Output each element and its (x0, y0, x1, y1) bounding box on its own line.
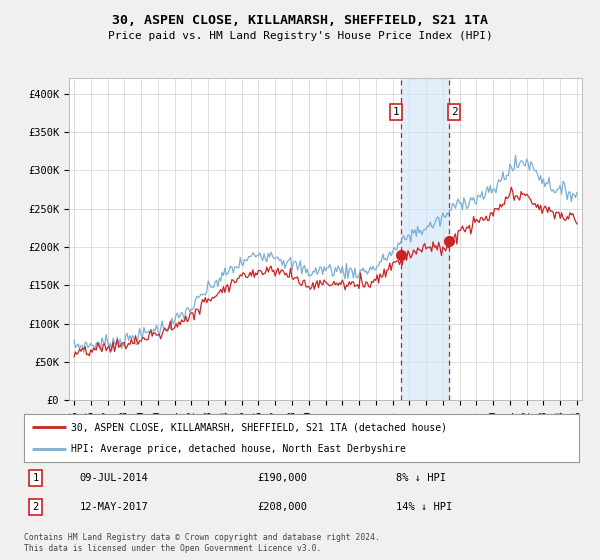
Text: Contains HM Land Registry data © Crown copyright and database right 2024.
This d: Contains HM Land Registry data © Crown c… (24, 533, 380, 553)
Text: 1: 1 (32, 473, 38, 483)
Text: 30, ASPEN CLOSE, KILLAMARSH, SHEFFIELD, S21 1TA: 30, ASPEN CLOSE, KILLAMARSH, SHEFFIELD, … (112, 14, 488, 27)
Text: 2: 2 (32, 502, 38, 512)
Text: 2: 2 (451, 107, 457, 117)
Text: 09-JUL-2014: 09-JUL-2014 (79, 473, 148, 483)
Text: HPI: Average price, detached house, North East Derbyshire: HPI: Average price, detached house, Nort… (71, 444, 406, 454)
Text: £208,000: £208,000 (257, 502, 307, 512)
Bar (401, 78, 449, 400)
Text: 1: 1 (393, 107, 400, 117)
Text: 12-MAY-2017: 12-MAY-2017 (79, 502, 148, 512)
Text: 8% ↓ HPI: 8% ↓ HPI (396, 473, 446, 483)
Text: £190,000: £190,000 (257, 473, 307, 483)
Text: Price paid vs. HM Land Registry's House Price Index (HPI): Price paid vs. HM Land Registry's House … (107, 31, 493, 41)
Text: 14% ↓ HPI: 14% ↓ HPI (396, 502, 452, 512)
Text: 30, ASPEN CLOSE, KILLAMARSH, SHEFFIELD, S21 1TA (detached house): 30, ASPEN CLOSE, KILLAMARSH, SHEFFIELD, … (71, 422, 447, 432)
